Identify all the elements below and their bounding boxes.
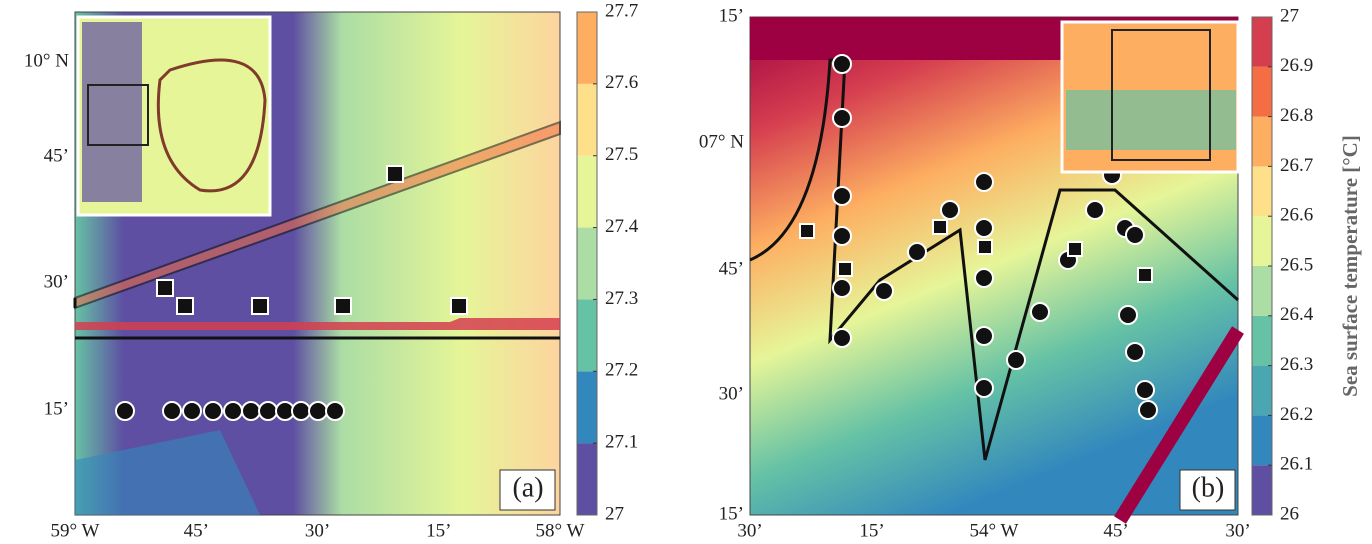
colorbar-segment — [1252, 117, 1272, 167]
colorbar-tick-label: 27.7 — [605, 0, 638, 21]
x-tick-label: 58° W — [536, 520, 585, 541]
x-tick-label: 45’ — [1103, 520, 1128, 541]
figure: 59° W 45’ 30’ 15’ 58° W 10° N 45’ 30’ 15’ (a) 27 27… — [0, 0, 1372, 544]
panel-a-map — [75, 12, 560, 515]
colorbar-segment — [1252, 266, 1272, 316]
y-tick-label: 45’ — [719, 258, 744, 279]
colorbar-segment — [577, 371, 597, 443]
x-tick-label: 54° W — [970, 520, 1019, 541]
panel-b-map — [750, 17, 1238, 520]
colorbar-tick-label: 26.3 — [1280, 354, 1313, 375]
colorbar-segment — [577, 299, 597, 371]
colorbar-segment — [1252, 67, 1272, 117]
colorbar-tick-label: 27 — [1280, 5, 1299, 26]
colorbar-segment — [1252, 316, 1272, 366]
colorbar-tick-label: 26.6 — [1280, 205, 1313, 226]
x-tick-label: 30’ — [305, 520, 330, 541]
colorbar-tick-label: 27.5 — [605, 144, 638, 165]
panel-label: (b) — [1192, 472, 1225, 503]
y-tick-label: 15’ — [44, 398, 69, 419]
y-tick-label: 10° N — [24, 50, 69, 71]
colorbar-segment — [1252, 415, 1272, 465]
colorbar-tick-label: 27.3 — [605, 288, 638, 309]
colorbar-tick-label: 26.7 — [1280, 155, 1313, 176]
colorbar-segment — [1252, 17, 1272, 67]
colorbar-tick-label: 27.4 — [605, 216, 639, 237]
colorbar-segment — [1252, 216, 1272, 266]
x-tick-label: 30’ — [1225, 520, 1250, 541]
x-tick-label: 15’ — [859, 520, 884, 541]
colorbar-segment — [577, 228, 597, 300]
x-tick-label: 59° W — [51, 520, 100, 541]
colorbar-segment — [577, 443, 597, 515]
colorbar-tick-label: 26.9 — [1280, 55, 1313, 76]
y-tick-label: 45’ — [44, 145, 69, 166]
colorbar-tick-label: 27.1 — [605, 432, 638, 453]
colorbar-tick-label: 27.2 — [605, 360, 638, 381]
y-tick-label: 30’ — [719, 383, 744, 404]
y-tick-label: 07° N — [699, 131, 744, 152]
colorbar-tick-label: 26 — [1280, 503, 1299, 524]
x-tick-label: 45’ — [184, 520, 209, 541]
y-tick-label: 15’ — [719, 5, 744, 26]
colorbar-tick-label: 26.2 — [1280, 404, 1313, 425]
x-tick-label: 15’ — [426, 520, 451, 541]
colorbar-segment — [1252, 166, 1272, 216]
colorbar-tick-label: 26.1 — [1280, 454, 1313, 475]
colorbar-segment — [577, 84, 597, 156]
colorbar-segment — [1252, 465, 1272, 515]
colorbar-tick-label: 27 — [605, 503, 624, 524]
colorbar-segment — [577, 12, 597, 84]
panel-label: (a) — [512, 472, 543, 503]
y-tick-label: 30’ — [44, 271, 69, 292]
colorbar-segment — [577, 156, 597, 228]
colorbar-tick-label: 26.5 — [1280, 254, 1313, 275]
colorbar-tick-label: 26.4 — [1280, 304, 1314, 325]
colorbar-tick-label: 27.6 — [605, 72, 638, 93]
y-tick-label: 15’ — [719, 503, 744, 524]
colorbar-title: Sea surface temperature [°C] — [1338, 135, 1362, 397]
colorbar-tick-label: 26.8 — [1280, 105, 1313, 126]
colorbar-segment — [1252, 366, 1272, 416]
